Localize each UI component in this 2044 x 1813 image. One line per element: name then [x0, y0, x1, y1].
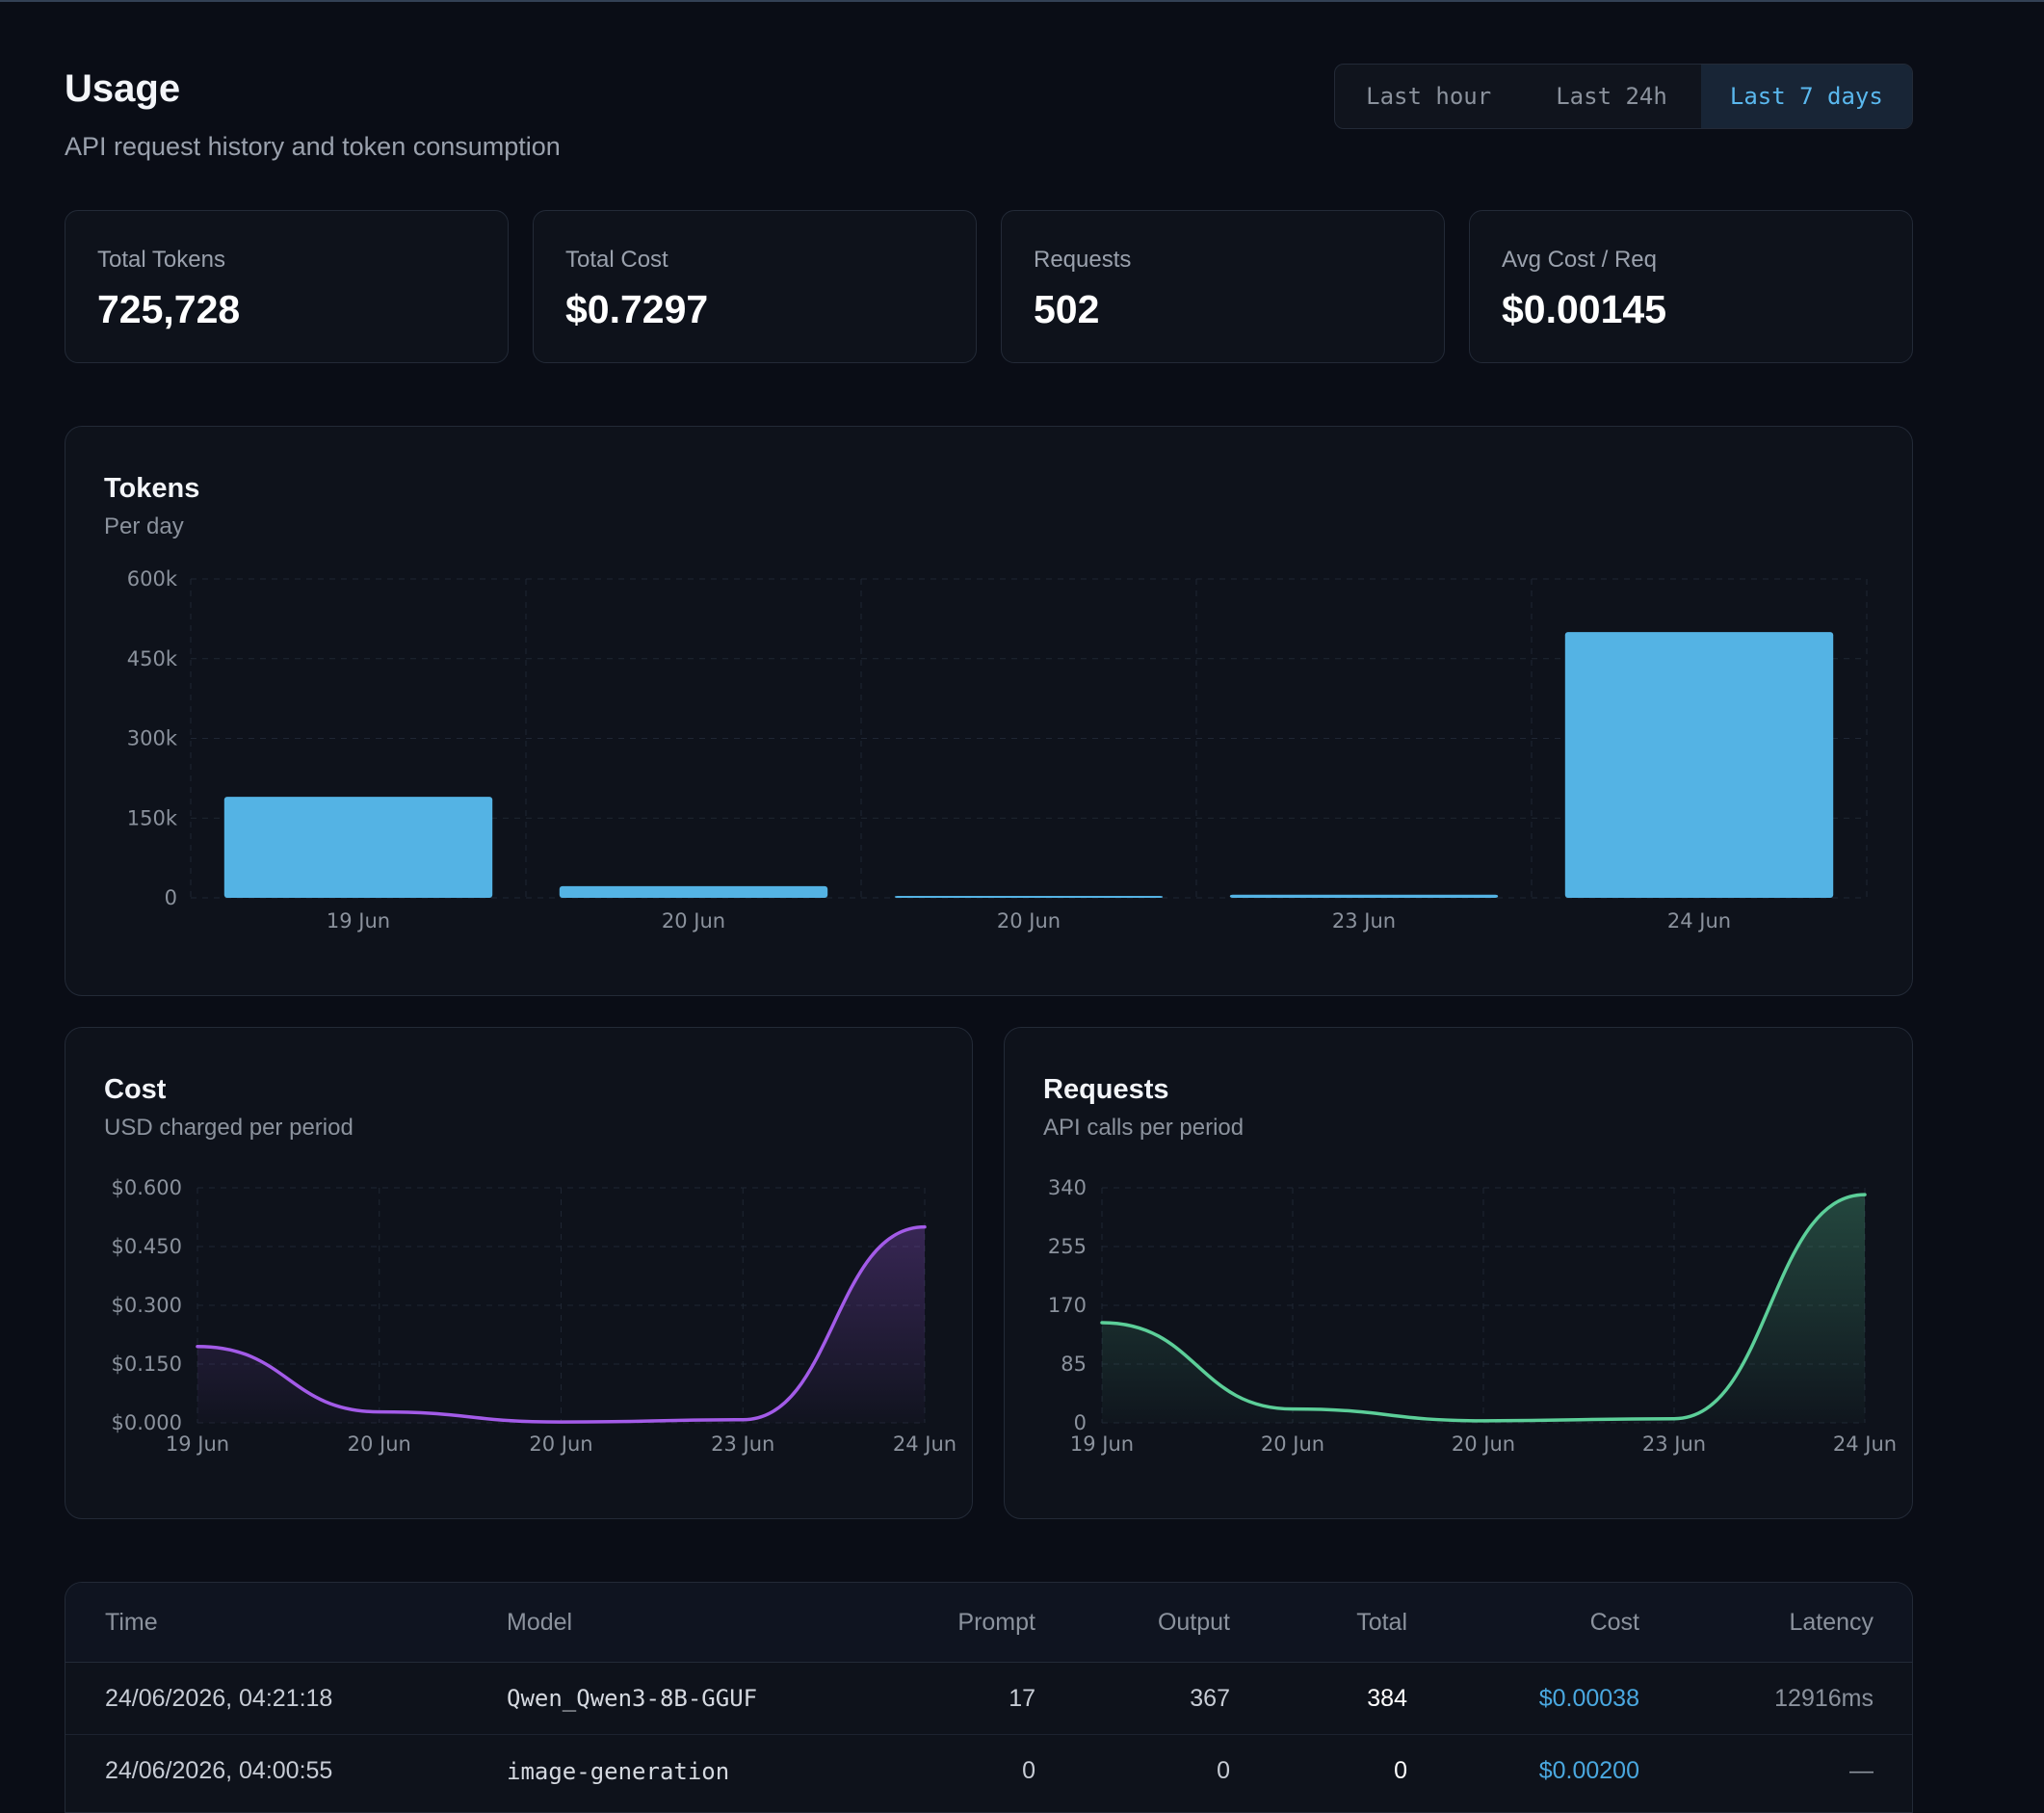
cell-model: image-generation: [507, 1757, 730, 1785]
stat-card-requests: Requests 502: [1001, 210, 1445, 363]
x-tick-label: 19 Jun: [327, 909, 390, 933]
column-header-model[interactable]: Model: [507, 1608, 573, 1636]
y-tick-label: $0.000: [112, 1411, 182, 1434]
stat-value: $0.00145: [1502, 287, 1667, 331]
range-last-7-days-button[interactable]: Last 7 days: [1700, 65, 1912, 128]
y-tick-label: 0: [1074, 1411, 1087, 1434]
column-header-total[interactable]: Total: [1356, 1608, 1407, 1636]
requests-area-chart: 340 255 170 85 019 Jun 20 Jun 20 Jun 23 Jun 24 J…: [1048, 1176, 1897, 1456]
tokens-bar: [1229, 894, 1499, 898]
stat-value: 725,728: [97, 287, 241, 331]
chart-title: Requests: [1043, 1074, 1169, 1105]
x-tick-label: 20 Jun: [348, 1432, 411, 1456]
x-tick-label: 20 Jun: [662, 909, 725, 933]
tokens-bar: [894, 896, 1164, 898]
range-last-24h-button[interactable]: Last 24h: [1556, 83, 1667, 110]
stat-label: Total Tokens: [97, 247, 225, 273]
page-header: Usage API request history and token cons…: [65, 67, 561, 162]
cell-latency: —: [1849, 1757, 1874, 1784]
y-tick-label: 0: [165, 886, 177, 909]
chart-subtitle: Per day: [104, 513, 184, 539]
x-tick-label: 20 Jun: [1452, 1432, 1515, 1456]
y-tick-label: 150k: [127, 806, 178, 829]
series-line: [1100, 1193, 1867, 1423]
column-header-cost[interactable]: Cost: [1589, 1608, 1639, 1636]
x-tick-label: 20 Jun: [997, 909, 1061, 933]
cell-time: 24/06/2026, 04:00:55: [105, 1757, 333, 1784]
y-tick-label: 255: [1048, 1235, 1087, 1258]
cell-total: 384: [1367, 1684, 1407, 1712]
table-row[interactable]: 24/06/2026, 04:21:18 Qwen_Qwen3-8B-GGUF …: [66, 1663, 1912, 1735]
range-last-hour-button[interactable]: Last hour: [1366, 83, 1492, 110]
cell-prompt: 0: [1022, 1757, 1035, 1784]
requests-chart-card: Requests API calls per period 340 255 170 8…: [1004, 1027, 1913, 1519]
tokens-bar-chart: 600k 450k 300k 150k 0 19 Jun 20 Jun 20 Jun 23 Ju…: [127, 567, 1868, 933]
x-tick-label: 24 Jun: [893, 1432, 956, 1456]
x-tick-label: 19 Jun: [1070, 1432, 1134, 1456]
stat-card-avg-cost: Avg Cost / Req $0.00145: [1469, 210, 1913, 363]
column-header-latency[interactable]: Latency: [1789, 1608, 1874, 1636]
stat-label: Total Cost: [565, 247, 668, 273]
x-tick-label: 23 Jun: [1642, 1432, 1706, 1456]
cell-time: 24/06/2026, 04:21:18: [105, 1684, 333, 1712]
stat-label: Requests: [1034, 247, 1132, 273]
cell-output: 0: [1217, 1757, 1230, 1784]
y-tick-label: 300k: [127, 727, 178, 750]
y-tick-label: 340: [1048, 1176, 1087, 1199]
x-tick-label: 24 Jun: [1833, 1432, 1897, 1456]
stat-value: $0.7297: [565, 287, 709, 331]
x-tick-label: 23 Jun: [1332, 909, 1396, 933]
series-area-fill: [197, 1226, 925, 1423]
page-title: Usage: [65, 67, 181, 110]
cost-chart-card: Cost USD charged per period $0.600 $0.450…: [65, 1027, 973, 1519]
series-area-fill: [1102, 1195, 1865, 1423]
x-tick-label: 19 Jun: [166, 1432, 229, 1456]
cell-prompt: 17: [1009, 1684, 1035, 1712]
cell-output: 367: [1190, 1684, 1230, 1712]
window-top-border: [0, 0, 2044, 2]
column-header-output[interactable]: Output: [1157, 1608, 1230, 1636]
x-tick-label: 23 Jun: [711, 1432, 774, 1456]
series-line: [196, 1224, 927, 1424]
y-tick-label: $0.450: [112, 1235, 182, 1258]
stat-label: Avg Cost / Req: [1502, 247, 1657, 273]
x-tick-label: 20 Jun: [1261, 1432, 1324, 1456]
time-range-selector: Last hour Last 24h Last 7 days: [1334, 64, 1913, 129]
chart-subtitle: API calls per period: [1043, 1115, 1245, 1141]
column-header-time[interactable]: Time: [105, 1608, 158, 1636]
cell-model: Qwen_Qwen3-8B-GGUF: [507, 1685, 758, 1712]
tokens-chart-card: Tokens Per day 600k 450k 300k 150k 0 19 Jun 20…: [65, 426, 1913, 996]
y-tick-label: 170: [1048, 1294, 1087, 1317]
y-tick-label: 600k: [127, 567, 178, 591]
chart-title: Tokens: [104, 473, 200, 504]
cell-cost: $0.00038: [1538, 1684, 1639, 1712]
y-tick-label: 85: [1061, 1353, 1087, 1376]
stat-card-total-cost: Total Cost $0.7297: [533, 210, 977, 363]
x-tick-label: 24 Jun: [1667, 909, 1731, 933]
table-header-row: Time Model Prompt Output Total Cost Late…: [66, 1583, 1912, 1663]
tokens-bar: [1564, 632, 1834, 898]
cell-cost: $0.00200: [1538, 1757, 1639, 1784]
request-history-table: Time Model Prompt Output Total Cost Late…: [65, 1582, 1913, 1813]
tokens-bar: [559, 885, 828, 898]
tokens-bar: [223, 797, 493, 898]
table-row[interactable]: 24/06/2026, 04:00:55 image-generation 0 …: [66, 1735, 1912, 1807]
y-tick-label: 450k: [127, 647, 178, 670]
chart-subtitle: USD charged per period: [104, 1115, 354, 1141]
y-tick-label: $0.600: [112, 1176, 182, 1199]
stat-value: 502: [1034, 287, 1100, 331]
column-header-prompt[interactable]: Prompt: [957, 1608, 1035, 1636]
cell-total: 0: [1394, 1757, 1407, 1784]
stat-card-total-tokens: Total Tokens 725,728: [65, 210, 509, 363]
x-tick-label: 20 Jun: [529, 1432, 592, 1456]
page-subtitle: API request history and token consumptio…: [65, 132, 561, 161]
y-tick-label: $0.300: [112, 1294, 182, 1317]
chart-title: Cost: [104, 1074, 167, 1105]
cell-latency: 12916ms: [1774, 1684, 1874, 1712]
y-tick-label: $0.150: [112, 1353, 182, 1376]
